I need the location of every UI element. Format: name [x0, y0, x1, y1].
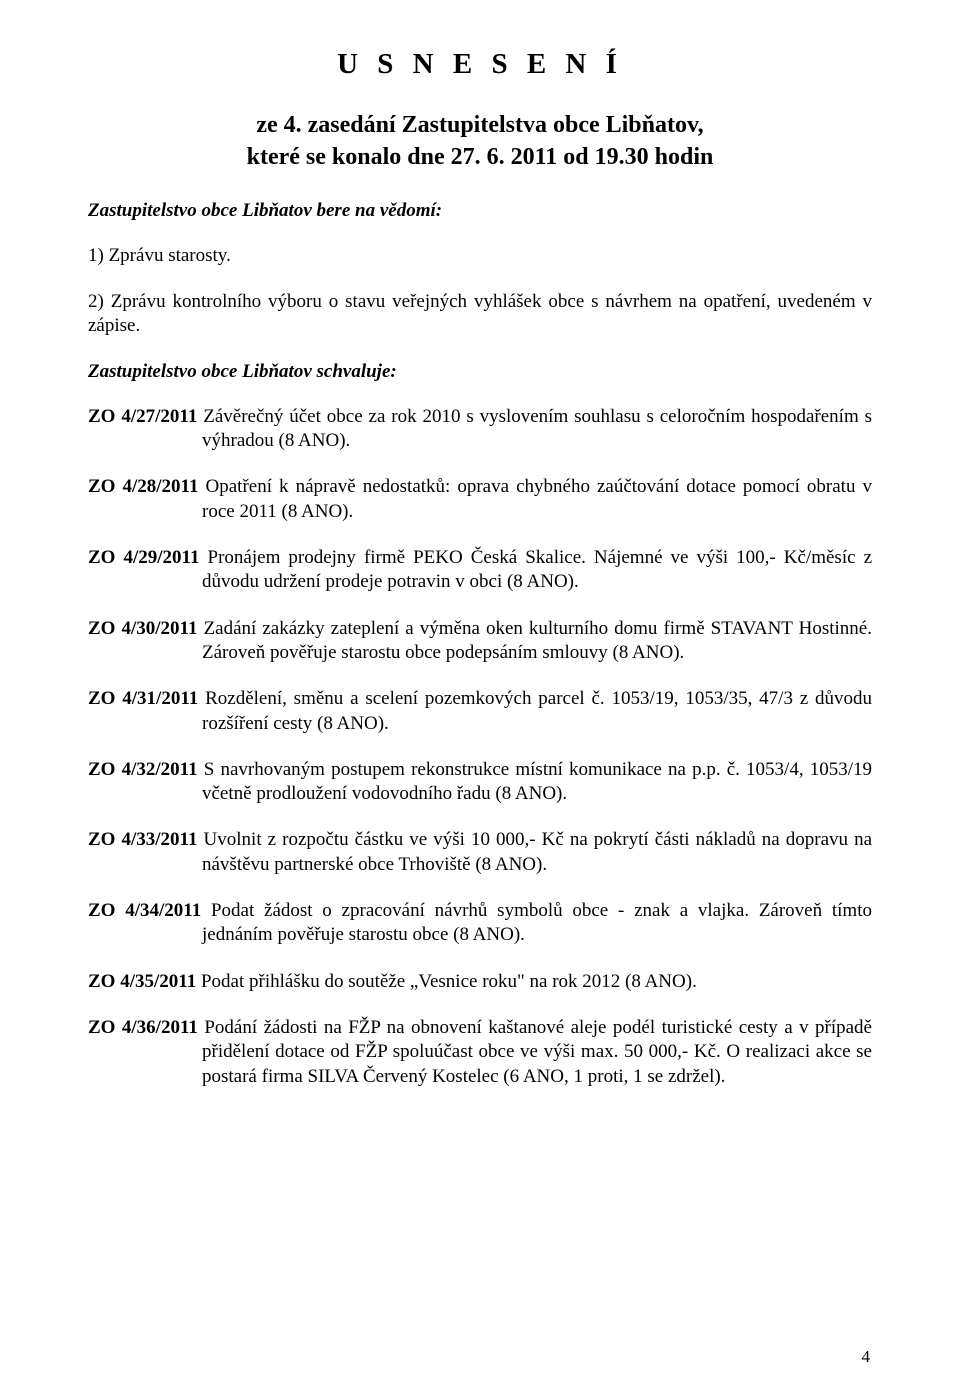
notice-item-1: 1) Zprávu starosty. [88, 244, 872, 268]
resolution-code: ZO 4/29/2011 [88, 547, 200, 568]
resolution-item: ZO 4/35/2011 Podat přihlášku do soutěže … [88, 970, 872, 994]
resolution-code: ZO 4/34/2011 [88, 900, 201, 921]
resolution-text: Podat přihlášku do soutěže „Vesnice roku… [196, 971, 697, 992]
resolution-code: ZO 4/27/2011 [88, 406, 197, 427]
resolution-item: ZO 4/34/2011 Podat žádost o zpracování n… [88, 899, 872, 948]
resolution-code: ZO 4/32/2011 [88, 759, 198, 780]
resolution-text: Podat žádost o zpracování návrhů symbolů… [201, 900, 872, 945]
resolution-code: ZO 4/28/2011 [88, 476, 199, 497]
resolution-item: ZO 4/28/2011 Opatření k nápravě nedostat… [88, 475, 872, 524]
resolution-item: ZO 4/29/2011 Pronájem prodejny firmě PEK… [88, 546, 872, 595]
document-subtitle: ze 4. zasedání Zastupitelstva obce Libňa… [88, 109, 872, 174]
subtitle-line2: které se konalo dne 27. 6. 2011 od 19.30… [247, 144, 714, 170]
resolution-text: Podání žádosti na FŽP na obnovení kaštan… [198, 1017, 872, 1087]
section-heading-approvals: Zastupitelstvo obce Libňatov schvaluje: [88, 361, 872, 383]
resolution-text: Uvolnit z rozpočtu částku ve výši 10 000… [198, 829, 872, 874]
resolution-text: Rozdělení, směnu a scelení pozemkových p… [198, 688, 872, 733]
notice-item-2: 2) Zprávu kontrolního výboru o stavu veř… [88, 290, 872, 339]
resolution-item: ZO 4/32/2011 S navrhovaným postupem reko… [88, 758, 872, 807]
subtitle-line1: ze 4. zasedání Zastupitelstva obce Libňa… [256, 112, 703, 138]
document-title: U S N E S E N Í [88, 48, 872, 81]
resolution-text: Závěrečný účet obce za rok 2010 s vyslov… [197, 406, 872, 451]
resolution-item: ZO 4/31/2011 Rozdělení, směnu a scelení … [88, 687, 872, 736]
resolution-text: Opatření k nápravě nedostatků: oprava ch… [199, 476, 873, 521]
section-heading-notice: Zastupitelstvo obce Libňatov bere na věd… [88, 200, 872, 222]
resolution-item: ZO 4/30/2011 Zadání zakázky zateplení a … [88, 617, 872, 666]
resolution-item: ZO 4/27/2011 Závěrečný účet obce za rok … [88, 405, 872, 454]
page-number: 4 [862, 1347, 871, 1367]
resolution-text: Pronájem prodejny firmě PEKO Česká Skali… [200, 547, 873, 592]
resolution-item: ZO 4/33/2011 Uvolnit z rozpočtu částku v… [88, 828, 872, 877]
resolution-code: ZO 4/30/2011 [88, 618, 198, 639]
resolution-code: ZO 4/35/2011 [88, 971, 196, 992]
resolution-item: ZO 4/36/2011 Podání žádosti na FŽP na ob… [88, 1016, 872, 1089]
resolution-code: ZO 4/36/2011 [88, 1017, 198, 1038]
resolution-text: S navrhovaným postupem rekonstrukce míst… [198, 759, 872, 804]
resolution-text: Zadání zakázky zateplení a výměna oken k… [198, 618, 872, 663]
resolution-code: ZO 4/31/2011 [88, 688, 198, 709]
resolution-code: ZO 4/33/2011 [88, 829, 198, 850]
